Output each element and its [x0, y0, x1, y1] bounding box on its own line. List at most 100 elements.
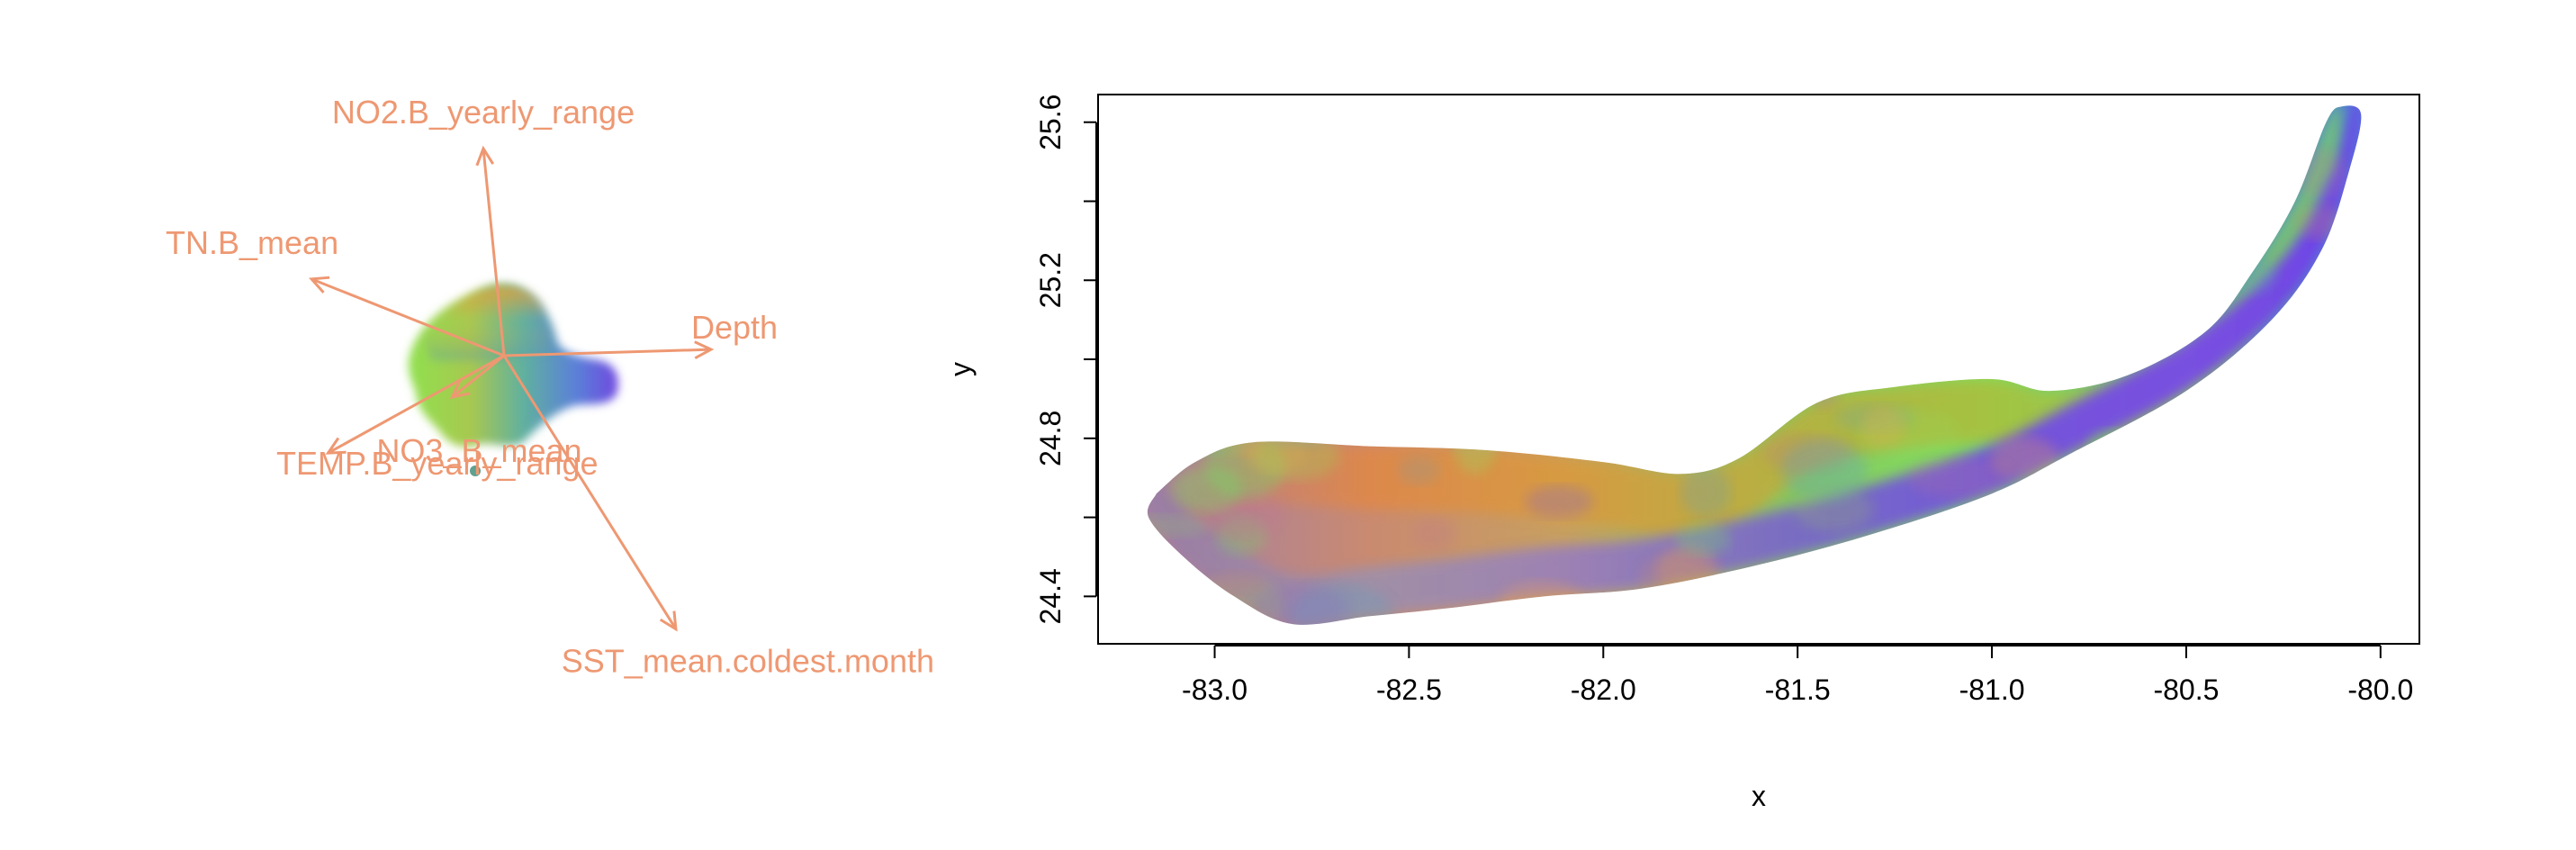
biplot-cloud-warm — [423, 286, 551, 361]
biplot-point-cloud — [408, 283, 618, 476]
y-axis: 24.4 24.8 25.2 25.6 — [1034, 95, 1097, 624]
texture-blob — [1660, 341, 1741, 381]
y-axis-label: y — [944, 362, 977, 376]
x-tick-label: -81.5 — [1765, 674, 1831, 706]
map-scatter: -83.0 -82.5 -82.0 -81.5 -81.0 -80.5 -80.0 24.4… — [944, 94, 2420, 812]
texture-blob — [1689, 379, 1734, 418]
texture-blob — [1662, 171, 1729, 200]
texture-blob — [2023, 198, 2088, 262]
texture-blob — [2012, 138, 2108, 181]
vector-label-1: TN.B_mean — [166, 224, 338, 261]
texture-blob — [1417, 204, 1519, 270]
texture-blob — [2294, 203, 2345, 240]
biplot: NO2.B_yearly_range TN.B_mean Depth NO3_B_me… — [166, 94, 934, 680]
x-tick-label: -82.0 — [1571, 674, 1636, 706]
texture-blob — [1357, 404, 1444, 439]
vector-arrow-5 — [502, 355, 678, 632]
y-tick-label: 25.6 — [1034, 95, 1067, 150]
region-top-band — [1153, 105, 2344, 557]
plot-frame — [1097, 94, 2420, 645]
texture-blob — [2211, 457, 2256, 513]
texture-blob — [1639, 552, 1713, 605]
vector-label-2: Depth — [691, 309, 778, 346]
x-axis: -83.0 -82.5 -82.0 -81.5 -81.0 -80.5 -80.0 — [1182, 645, 2413, 706]
texture-blob — [2214, 544, 2264, 584]
texture-blob — [1147, 116, 1167, 149]
texture-blob — [1411, 516, 1456, 552]
region-fill — [1147, 105, 2362, 625]
x-tick-label: -80.5 — [2153, 674, 2219, 706]
texture-blob — [1946, 253, 1996, 281]
texture-blob — [2172, 118, 2274, 178]
texture-blob — [2299, 148, 2345, 202]
texture-blob — [2272, 434, 2341, 477]
texture-blob — [1245, 400, 1332, 447]
vector-label-5: SST_mean.coldest.month — [562, 643, 934, 680]
texture-blob — [1499, 581, 1585, 625]
texture-blob — [1676, 522, 1731, 556]
texture-blob — [1249, 140, 1319, 204]
texture-blob — [1712, 318, 1762, 361]
texture-blob — [2049, 138, 2153, 190]
x-tick-label: -82.5 — [1376, 674, 1442, 706]
plot-region — [1147, 105, 2362, 625]
texture-blob — [2281, 347, 2342, 377]
texture-blob — [1666, 167, 1735, 210]
texture-blob — [1525, 485, 1594, 519]
texture-blob — [2034, 281, 2069, 319]
texture-blob — [1393, 320, 1436, 354]
texture-blob — [1307, 203, 1383, 242]
texture-blob — [1985, 287, 2044, 313]
texture-blob — [1930, 514, 2001, 551]
y-tick-label: 24.8 — [1034, 411, 1067, 466]
vector-arrow-1 — [308, 276, 505, 357]
texture-blob — [1626, 406, 1725, 454]
texture-blob — [1202, 164, 1265, 200]
biplot-vectors: NO2.B_yearly_range TN.B_mean Depth NO3_B_me… — [166, 94, 934, 680]
vector-arrow-2 — [503, 340, 715, 359]
texture-blob — [1252, 430, 1340, 480]
biplot-cloud-outlier — [470, 466, 481, 476]
y-tick-label: 24.4 — [1034, 568, 1067, 624]
vector-arrow-4 — [325, 354, 505, 455]
texture-blob — [1932, 288, 2022, 357]
texture-blob — [1147, 223, 1191, 262]
texture-blob — [1211, 571, 1266, 594]
texture-blob — [1171, 466, 1242, 513]
texture-blob — [1147, 199, 1199, 257]
texture-blob — [1397, 455, 1440, 485]
texture-blob — [1916, 551, 1967, 605]
texture-blob — [1400, 229, 1462, 290]
texture-blob — [1147, 425, 1178, 452]
texture-blob — [1780, 439, 1868, 501]
texture-blob — [2049, 260, 2135, 287]
texture-blob — [2067, 252, 2142, 281]
texture-blob — [1805, 342, 1842, 409]
x-axis-label: x — [1752, 780, 1766, 812]
texture-blob — [1663, 370, 1714, 428]
x-tick-label: -83.0 — [1182, 674, 1247, 706]
texture-blob — [1261, 375, 1308, 418]
y-tick-label: 25.2 — [1034, 252, 1067, 308]
x-tick-label: -80.0 — [2347, 674, 2413, 706]
vector-label-3: NO3_B_mean — [376, 432, 581, 469]
vector-arrow-0 — [475, 145, 506, 357]
texture-blob — [2272, 584, 2328, 625]
vector-label-4: TEMP.B_yearly_range — [276, 445, 599, 482]
texture-blob — [1899, 171, 1992, 202]
texture-blob — [2199, 433, 2250, 458]
texture-blob — [1453, 409, 1498, 475]
texture-blob — [1990, 437, 2058, 480]
vector-label-0: NO2.B_yearly_range — [332, 94, 635, 131]
texture-blob — [2026, 489, 2110, 538]
texture-blob — [1229, 372, 1269, 419]
texture-blob — [1373, 225, 1472, 276]
texture-blob — [1907, 456, 2012, 499]
texture-blob — [1275, 232, 1311, 280]
texture-blob — [1858, 408, 1959, 458]
texture-blob — [2037, 572, 2091, 594]
vector-arrow-3 — [449, 354, 505, 400]
texture-blob — [1523, 110, 1600, 158]
